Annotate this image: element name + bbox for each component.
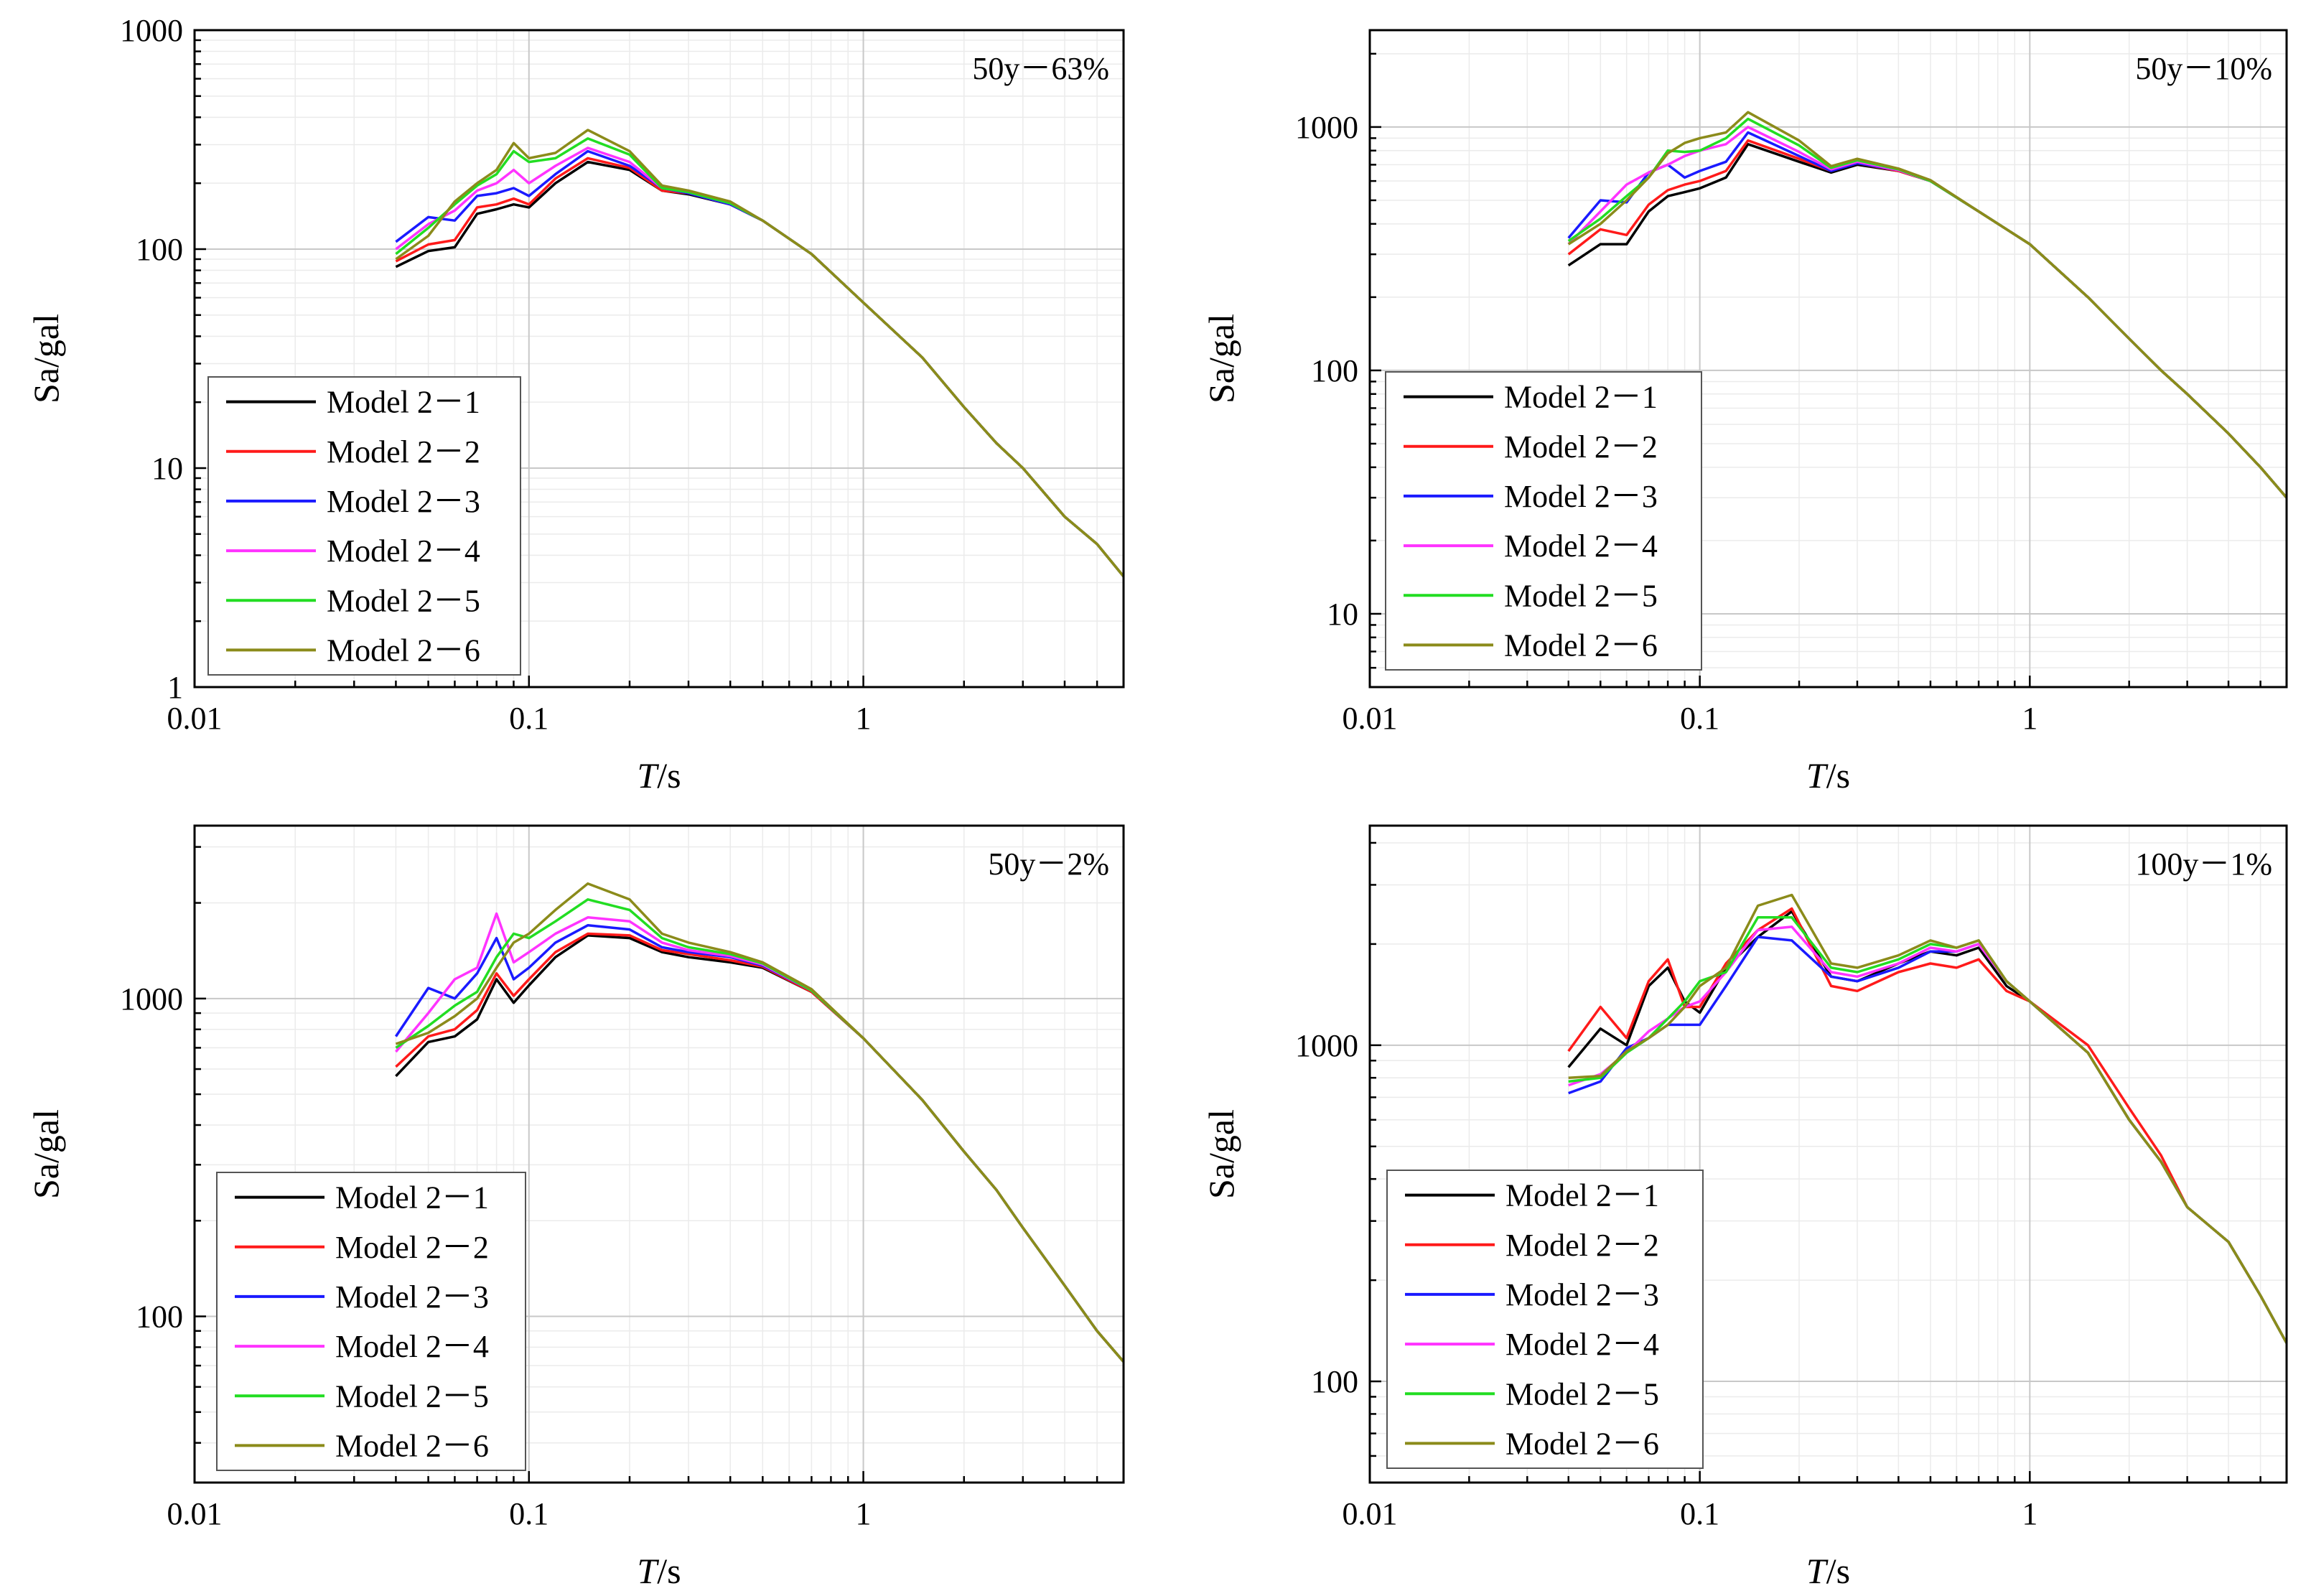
legend-label: Model 2－3 [1505, 1277, 1659, 1312]
x-tick-label: 1 [856, 1496, 872, 1531]
y-tick-label: 1000 [1295, 110, 1358, 145]
y-tick-label: 10 [1327, 597, 1358, 632]
panel-tag: 50y－2% [988, 846, 1109, 882]
chart-panel-1: 0.01 0.1 1 1 10 100 1000 T/s Sa/gal 50y－63% Model … [26, 13, 1125, 795]
legend-label: Model 2－5 [335, 1378, 489, 1414]
legend: Model 2－1 Model 2－2 Model 2－3 Model 2－4 Mode… [216, 1172, 526, 1471]
plot-frame [193, 29, 1125, 689]
legend-label: Model 2－1 [327, 385, 480, 420]
legend-label: Model 2－6 [335, 1428, 489, 1463]
legend-label: Model 2－3 [335, 1279, 489, 1315]
x-tick-label: 1 [2022, 701, 2037, 736]
x-tick-label: 0.1 [1680, 1496, 1719, 1531]
y-tick-label: 1000 [120, 981, 183, 1017]
series-group [1567, 111, 2287, 499]
legend-label: Model 2－2 [1505, 1228, 1659, 1263]
legend-label: Model 2－1 [1505, 1178, 1659, 1213]
legend-label: Model 2－3 [1504, 479, 1658, 514]
major-grid [195, 30, 1124, 687]
axis-ticks [1368, 841, 2288, 1484]
x-tick-label: 0.01 [167, 701, 223, 736]
y-axis-label: Sa/gal [1201, 314, 1241, 403]
legend-label: Model 2－2 [327, 434, 480, 470]
x-axis-label: T/s [637, 755, 681, 795]
panel-tag: 50y－10% [2135, 51, 2272, 86]
series-line-model-2-2 [1567, 907, 2287, 1344]
x-axis-label: T/s [637, 1551, 681, 1591]
chart-panel-4: 0.01 0.1 1 100 1000 T/s Sa/gal 100y－1% Model 2－1… [1201, 824, 2288, 1591]
series-group [1567, 893, 2287, 1344]
chart-panel-2: 0.01 0.1 1 10 100 1000 T/s Sa/gal 50y－10% Model 2… [1201, 29, 2288, 795]
x-tick-label: 1 [856, 701, 872, 736]
axis-ticks [193, 846, 1125, 1484]
axis-ticks [1368, 52, 2288, 689]
x-tick-label: 0.1 [509, 701, 548, 736]
legend-label: Model 2－3 [327, 484, 480, 519]
x-axis-label: T/s [1806, 1551, 1850, 1591]
minor-grid [195, 30, 1124, 687]
series-line-model-2-6 [395, 882, 1124, 1363]
y-axis-label: Sa/gal [1201, 1109, 1241, 1199]
minor-grid [1370, 826, 2287, 1483]
y-tick-label: 1 [167, 670, 183, 705]
y-tick-label: 1000 [1295, 1028, 1358, 1063]
series-line-model-2-6 [395, 129, 1124, 578]
y-axis-label: Sa/gal [26, 314, 66, 403]
plot-frame [1368, 29, 2288, 689]
x-axis-label: T/s [1806, 755, 1850, 795]
legend-label: Model 2－5 [1504, 578, 1658, 613]
legend-label: Model 2－5 [1505, 1376, 1659, 1411]
y-axis-label: Sa/gal [26, 1109, 66, 1199]
x-tick-label: 0.01 [167, 1496, 223, 1531]
legend-label: Model 2－1 [1504, 380, 1658, 415]
plot-frame [193, 824, 1125, 1484]
legend-label: Model 2－5 [327, 583, 480, 618]
plot-frame [1368, 824, 2288, 1484]
x-tick-label: 1 [2022, 1496, 2037, 1531]
legend-label: Model 2－4 [335, 1329, 489, 1364]
series-line-model-2-6 [1568, 893, 2287, 1344]
panel-tag: 100y－1% [2135, 846, 2272, 882]
x-tick-label: 0.1 [1680, 701, 1719, 736]
series-group [395, 129, 1124, 578]
y-tick-label: 100 [1311, 1364, 1358, 1399]
axis-ticks [193, 29, 1125, 689]
legend: Model 2－1 Model 2－2 Model 2－3 Model 2－4 Mode… [207, 376, 521, 676]
y-tick-label: 100 [136, 232, 183, 267]
legend: Model 2－1 Model 2－2 Model 2－3 Model 2－4 Mode… [1385, 371, 1702, 671]
y-tick-label: 1000 [120, 13, 183, 48]
legend-label: Model 2－6 [327, 633, 480, 668]
legend-label: Model 2－2 [1504, 429, 1658, 465]
y-tick-label: 100 [1311, 353, 1358, 388]
legend-label: Model 2－6 [1504, 627, 1658, 663]
x-tick-label: 0.01 [1343, 1496, 1398, 1531]
legend-label: Model 2－4 [327, 533, 480, 569]
legend-label: Model 2－2 [335, 1230, 489, 1265]
series-line-model-2-6 [1567, 111, 2287, 499]
legend-label: Model 2－1 [335, 1180, 489, 1215]
legend-label: Model 2－4 [1504, 528, 1658, 564]
y-tick-label: 100 [136, 1299, 183, 1335]
legend-label: Model 2－6 [1505, 1426, 1659, 1461]
legend: Model 2－1 Model 2－2 Model 2－3 Model 2－4 Mode… [1386, 1170, 1704, 1469]
y-tick-label: 10 [151, 451, 183, 486]
x-tick-label: 0.1 [509, 1496, 548, 1531]
x-tick-label: 0.01 [1343, 701, 1398, 736]
panel-tag: 50y－63% [972, 51, 1109, 86]
series-group [394, 882, 1124, 1363]
legend-label: Model 2－4 [1505, 1327, 1659, 1362]
